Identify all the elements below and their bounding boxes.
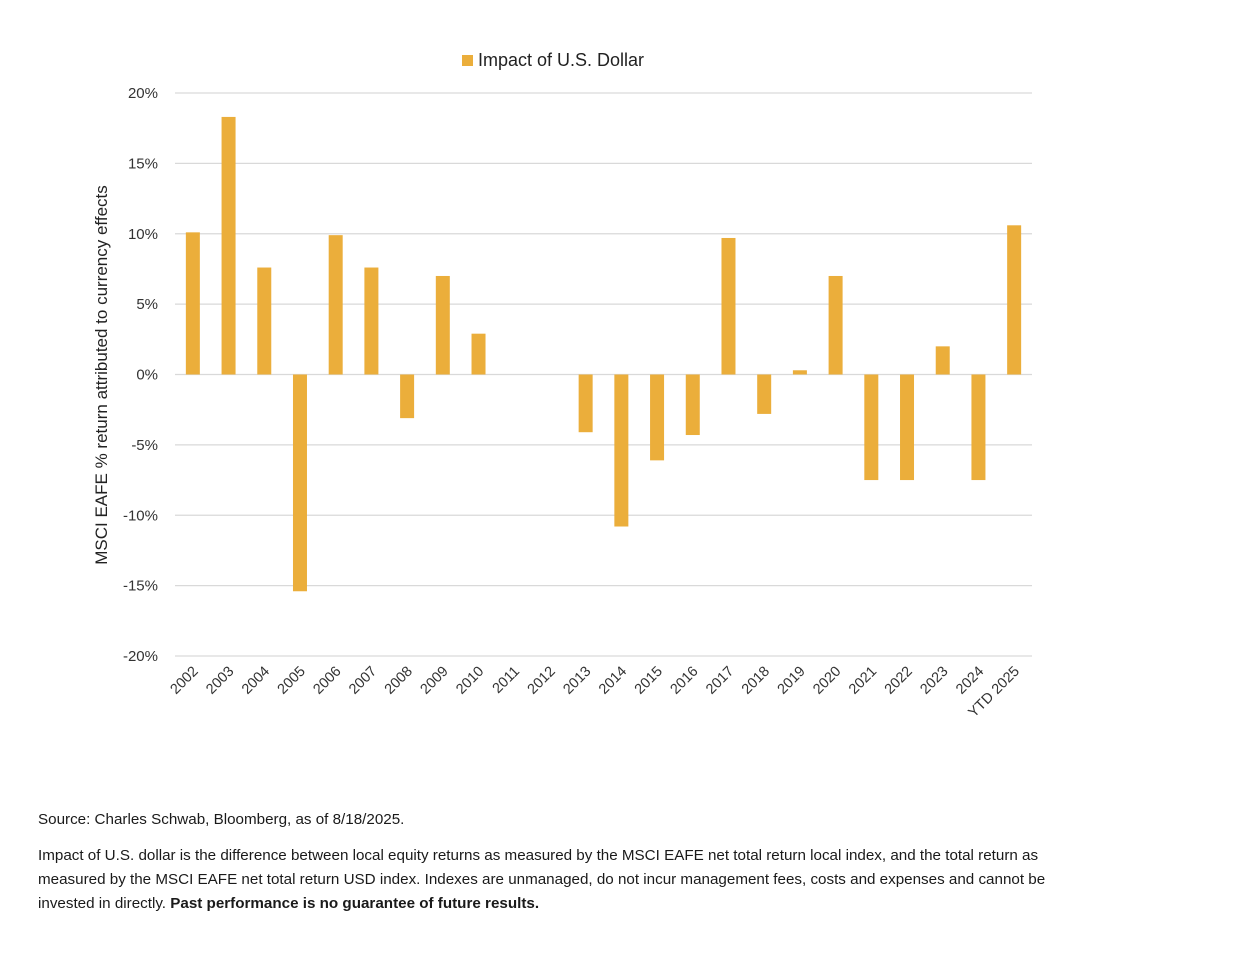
x-tick-label: 2009 (418, 664, 452, 698)
chart-notes: Source: Charles Schwab, Bloomberg, as of… (38, 808, 1098, 916)
y-tick-label: -15% (123, 578, 158, 595)
x-tick-label: 2013 (560, 664, 594, 698)
source-note: Source: Charles Schwab, Bloomberg, as of… (38, 811, 405, 828)
x-tick-label: 2023 (917, 664, 951, 698)
bar-2007 (364, 267, 379, 375)
x-tick-label: 2020 (810, 664, 844, 698)
x-tick-label: 2019 (775, 664, 809, 698)
y-tick-label: -5% (131, 437, 158, 454)
disclaimer-text: Impact of U.S. dollar is the difference … (38, 847, 1046, 912)
x-tick-label: 2016 (667, 664, 701, 698)
bar-2013 (578, 374, 593, 433)
bar-2023 (935, 346, 950, 375)
x-tick-label: 2008 (382, 664, 416, 698)
x-axis-ticks: 2002 2003 2004 2005 2006 2007 2008 2009 2010 2011… (168, 664, 1023, 721)
bar-2009 (435, 275, 450, 375)
bar-chart: Impact of U.S. Dollar MSCI EAFE % return… (92, 50, 1032, 721)
x-tick-label: 2012 (525, 664, 559, 698)
bar-2018 (757, 374, 772, 414)
x-tick-label: 2010 (453, 664, 487, 698)
x-tick-label: 2014 (596, 664, 630, 698)
bars (185, 116, 1022, 592)
bar-2021 (864, 374, 879, 481)
bar-2006 (328, 235, 343, 375)
y-tick-label: 20% (128, 85, 158, 102)
y-tick-label: -10% (123, 507, 158, 524)
x-tick-label: 2007 (346, 664, 380, 698)
x-tick-label: 2006 (310, 664, 344, 698)
bar-2003 (221, 116, 236, 375)
bar-ytd-2025 (1007, 225, 1022, 375)
y-tick-label: 15% (128, 155, 158, 172)
x-tick-label: 2015 (632, 664, 666, 698)
bar-2017 (721, 237, 736, 375)
disclaimer-note: Impact of U.S. dollar is the difference … (38, 844, 1098, 916)
bar-2019 (792, 370, 807, 375)
bar-2010 (471, 333, 486, 375)
disclaimer-bold: Past performance is no guarantee of futu… (170, 895, 540, 912)
bar-2022 (900, 374, 915, 481)
bar-2014 (614, 374, 629, 527)
y-axis-ticks: 20% 15% 10% 5% 0% -5% -10% -15% -20% (123, 85, 158, 665)
legend-swatch (462, 55, 473, 66)
bar-2002 (185, 232, 200, 375)
bar-2015 (650, 374, 665, 461)
x-tick-label: 2005 (275, 664, 309, 698)
bar-2024 (971, 374, 986, 481)
bar-2004 (257, 267, 272, 375)
x-tick-label: 2004 (239, 664, 273, 698)
x-tick-label: 2002 (168, 664, 202, 698)
x-tick-label: 2021 (846, 664, 880, 698)
x-tick-label: 2003 (203, 664, 237, 698)
bar-2020 (828, 275, 843, 375)
y-tick-label: 10% (128, 226, 158, 243)
legend-label: Impact of U.S. Dollar (478, 50, 644, 70)
gridlines (175, 92, 1032, 657)
chart-legend: Impact of U.S. Dollar (462, 50, 644, 70)
y-tick-label: -20% (123, 648, 158, 665)
x-tick-label: 2022 (882, 664, 916, 698)
y-tick-label: 5% (136, 296, 158, 313)
x-tick-label: 2018 (739, 664, 773, 698)
y-tick-label: 0% (136, 367, 158, 384)
x-tick-label: 2011 (490, 664, 523, 697)
x-tick-label: 2017 (703, 664, 737, 698)
bar-2016 (685, 374, 700, 436)
bar-2008 (400, 374, 415, 419)
bar-2005 (292, 374, 307, 592)
y-axis-label: MSCI EAFE % return attributed to currenc… (92, 185, 111, 565)
